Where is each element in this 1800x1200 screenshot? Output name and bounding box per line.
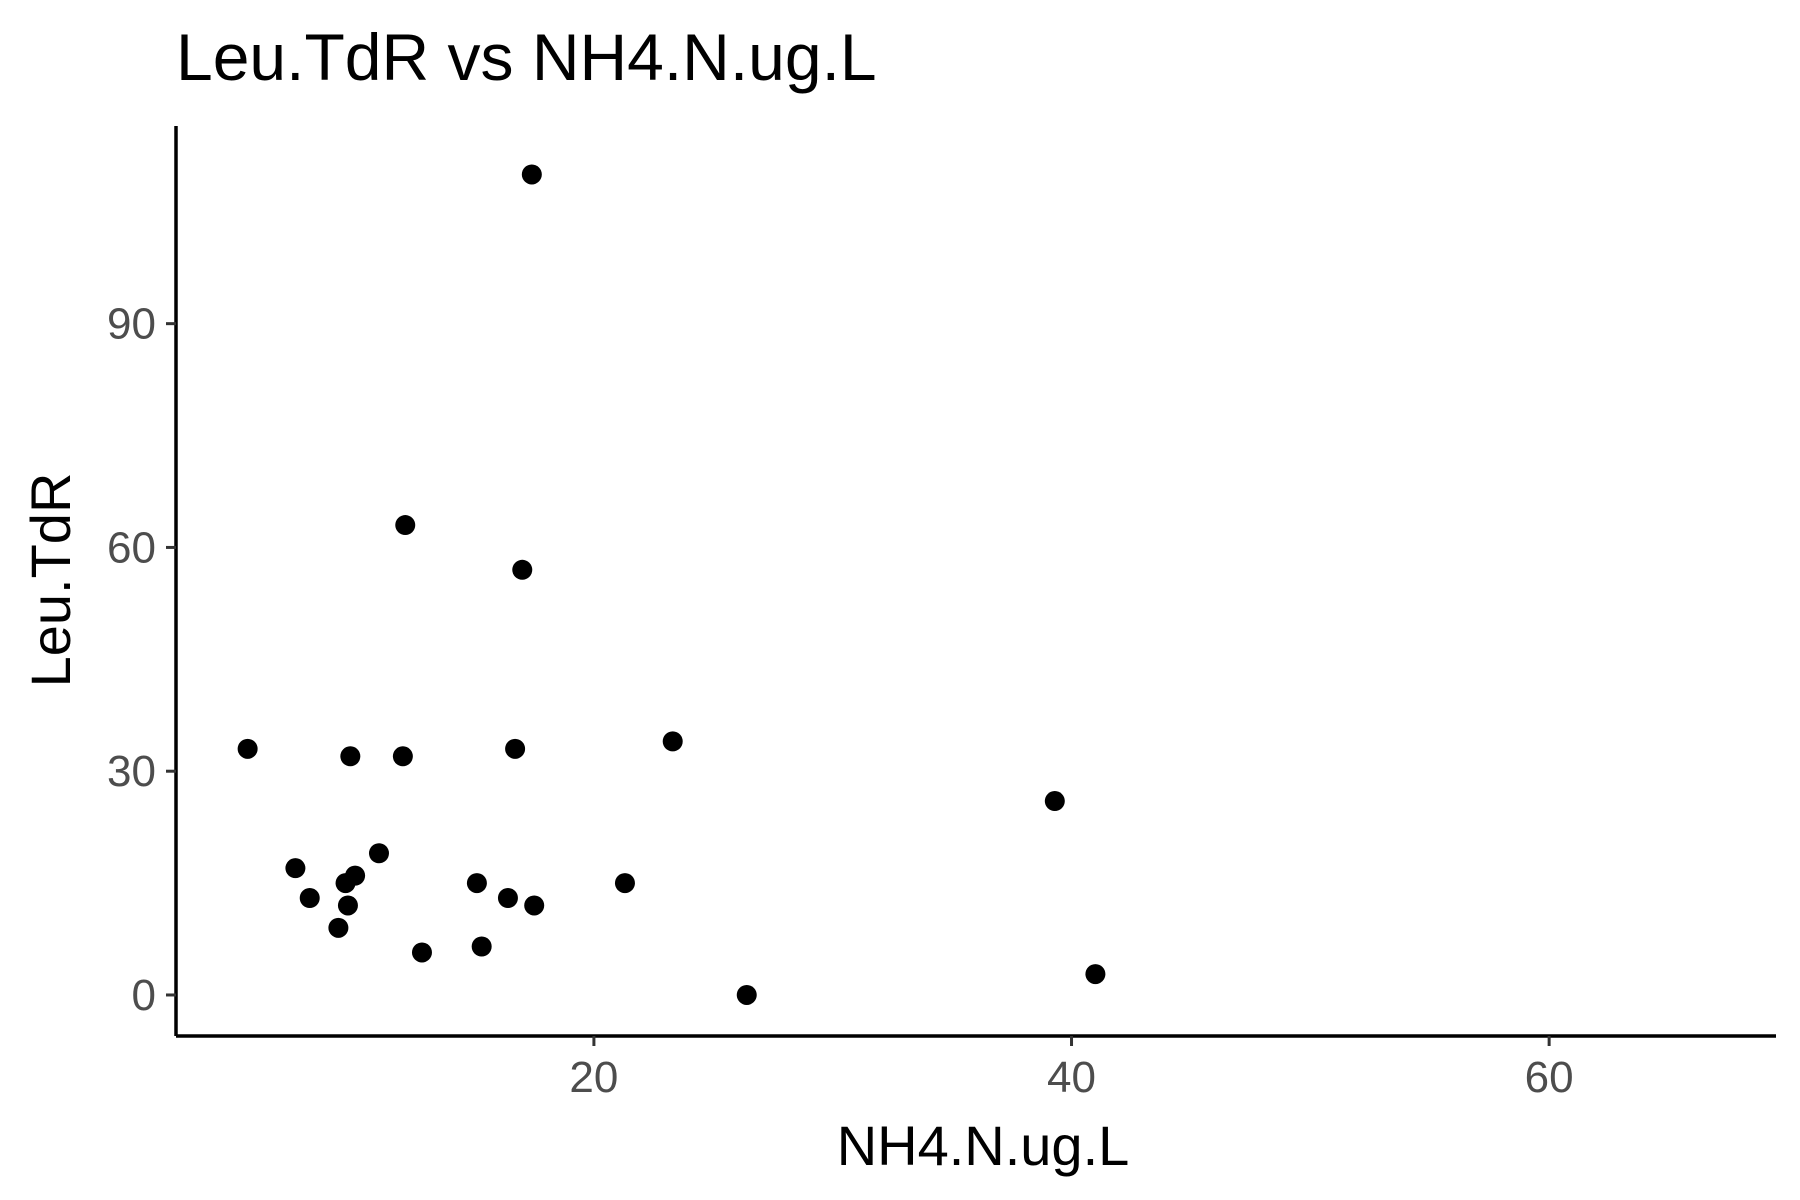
data-point [328, 917, 349, 938]
data-point [1044, 791, 1065, 812]
x-axis-ticks: 20 40 60 [569, 1036, 1574, 1102]
data-point [521, 164, 542, 185]
data-point [345, 865, 366, 886]
data-point [466, 873, 487, 894]
data-point [614, 873, 635, 894]
data-point [512, 559, 533, 580]
x-tick-label: 20 [569, 1053, 618, 1102]
data-point [299, 888, 320, 909]
data-point [368, 843, 389, 864]
y-axis-ticks: 0 30 60 90 [107, 300, 176, 1020]
x-axis-title: NH4.N.ug.L [837, 1114, 1130, 1177]
data-point [411, 942, 432, 963]
y-tick-label: 90 [107, 300, 156, 349]
data-point [1085, 964, 1106, 985]
data-point [285, 858, 306, 879]
data-point [395, 515, 416, 536]
chart-title: Leu.TdR vs NH4.N.ug.L [176, 20, 877, 94]
data-point [471, 936, 492, 957]
data-point [337, 895, 358, 916]
data-point [505, 738, 526, 759]
plot-area: 0 30 60 90 20 40 60 [107, 126, 1776, 1102]
data-point [497, 888, 518, 909]
x-tick-label: 60 [1525, 1053, 1574, 1102]
y-tick-label: 0 [132, 971, 156, 1020]
y-axis-title: Leu.TdR [19, 473, 82, 688]
x-tick-label: 40 [1047, 1053, 1096, 1102]
data-point [340, 746, 361, 767]
data-point [392, 746, 413, 767]
data-points [237, 164, 1106, 1005]
data-point [662, 731, 683, 752]
data-point [736, 984, 757, 1005]
data-point [524, 895, 545, 916]
data-point [237, 738, 258, 759]
y-tick-label: 30 [107, 747, 156, 796]
y-tick-label: 60 [107, 523, 156, 572]
